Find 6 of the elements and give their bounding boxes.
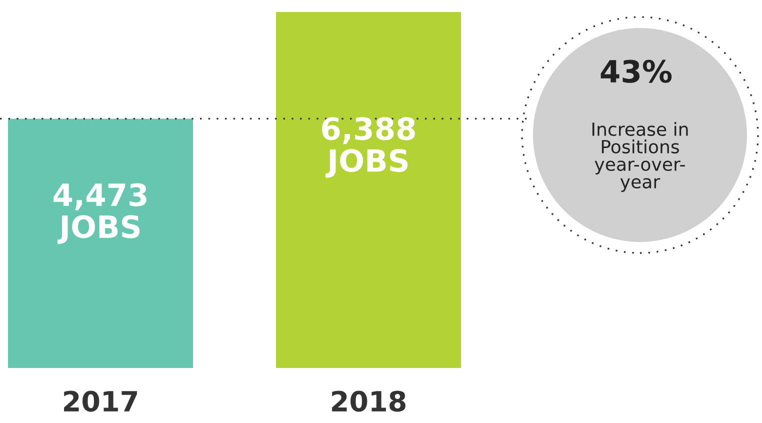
text: 43% (600, 60, 672, 83)
data-label: 4,473 JOBS (54, 183, 146, 244)
x-tick-label: 2018 (332, 390, 406, 412)
text: Increase in Positions year-over- year (592, 122, 688, 192)
data-label: 6,388 JOBS (322, 117, 415, 178)
x-tick-label: 2017 (64, 390, 137, 412)
